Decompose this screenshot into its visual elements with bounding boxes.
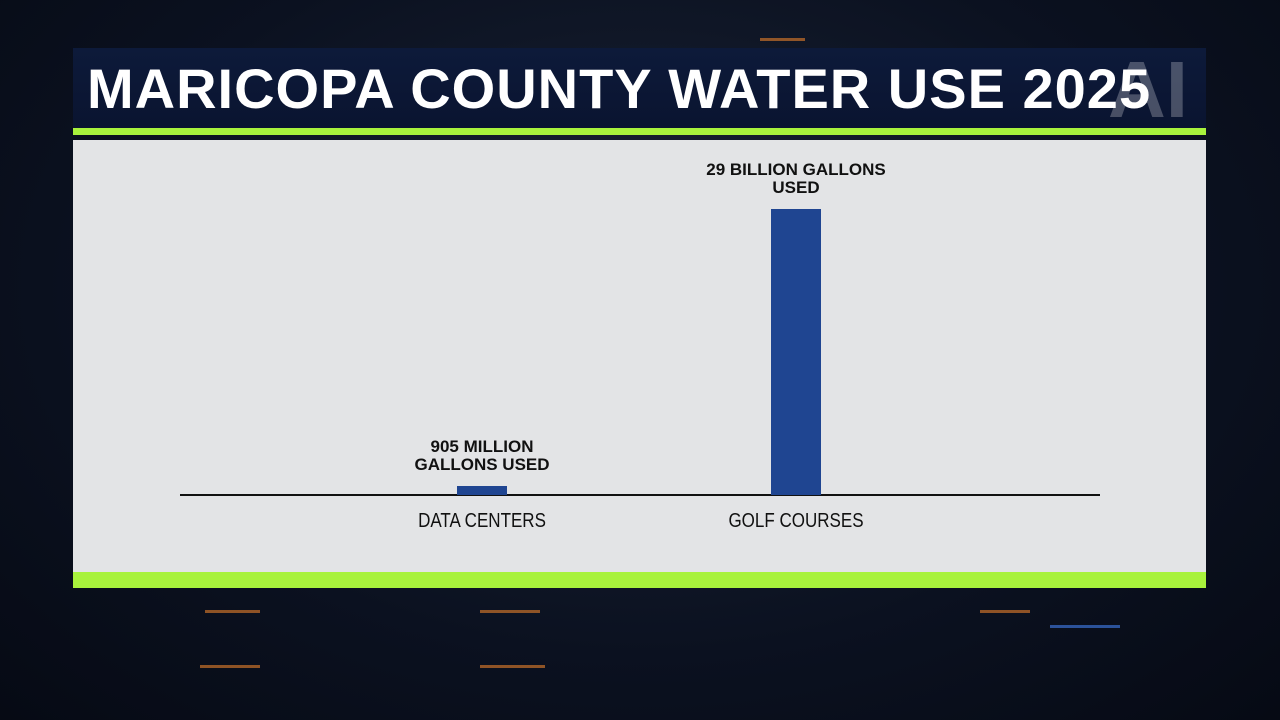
decoration: [1050, 625, 1120, 628]
decoration: [480, 610, 540, 613]
accent-bar: [73, 572, 1206, 588]
value-label: 29 BILLION GALLONS USED: [706, 160, 886, 197]
decoration: [205, 610, 260, 613]
accent-bar: [73, 128, 1206, 135]
x-tick-label: GOLF COURSES: [728, 510, 864, 532]
bar: [457, 486, 507, 495]
bar: [771, 209, 821, 495]
logo: AI: [1108, 45, 1188, 134]
decoration: [200, 665, 260, 668]
x-tick-label: DATA CENTERS: [418, 510, 546, 532]
decoration: [980, 610, 1030, 613]
chart-title: MARICOPA COUNTY WATER USE 2025: [87, 57, 1152, 120]
chart-panel: [73, 140, 1206, 572]
decoration: [480, 665, 545, 668]
decoration: [760, 38, 805, 41]
value-label: 905 MILLION GALLONS USED: [414, 437, 550, 475]
baseline: [180, 494, 1100, 496]
title-banner: MARICOPA COUNTY WATER USE 2025 AI: [73, 45, 1206, 134]
